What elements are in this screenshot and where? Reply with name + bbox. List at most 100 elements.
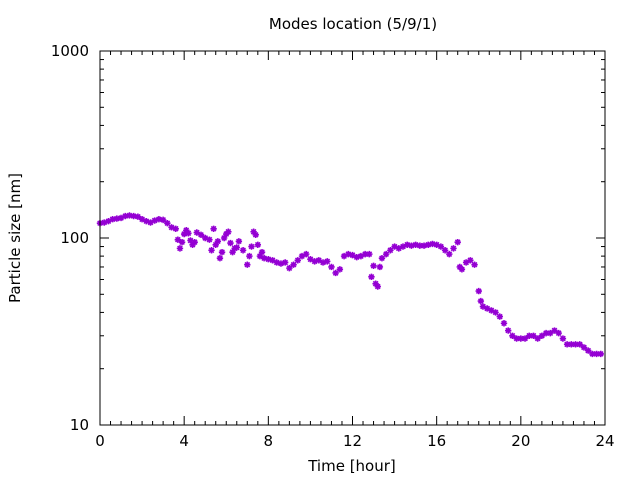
data-point <box>336 266 344 273</box>
data-point <box>218 248 226 256</box>
x-tick-label: 4 <box>179 432 189 450</box>
data-point <box>109 216 116 223</box>
data-point <box>258 248 266 256</box>
data-point <box>269 257 276 264</box>
data-point <box>547 329 554 337</box>
data-point <box>509 332 516 339</box>
data-point <box>256 252 264 260</box>
data-point <box>229 248 236 256</box>
data-point <box>563 341 571 348</box>
plot-frame <box>99 50 606 426</box>
data-point <box>187 237 194 244</box>
data-point <box>281 259 289 266</box>
data-point <box>368 273 375 281</box>
data-point <box>233 244 240 251</box>
data-point <box>113 215 121 222</box>
data-point <box>176 245 184 252</box>
data-point <box>202 234 209 242</box>
data-point <box>294 257 301 264</box>
data-point <box>450 245 457 252</box>
data-point <box>441 247 449 254</box>
data-point <box>433 241 440 248</box>
data-point <box>412 241 419 248</box>
data-point <box>303 250 310 258</box>
data-point <box>246 252 253 260</box>
data-point <box>298 252 306 260</box>
y-tick-label: 10 <box>70 416 89 434</box>
data-point <box>496 313 503 320</box>
data-point <box>357 252 365 260</box>
x-tick-label: 8 <box>264 432 274 450</box>
data-point <box>220 234 228 242</box>
data-point <box>210 225 217 232</box>
data-point <box>277 260 285 267</box>
data-point <box>425 241 432 248</box>
data-point <box>488 307 495 314</box>
data-point <box>319 259 327 266</box>
data-point <box>273 259 280 266</box>
chart-title: Modes location (5/9/1) <box>269 15 437 33</box>
data-point <box>239 247 247 254</box>
data-point <box>584 347 592 354</box>
data-point <box>155 216 163 223</box>
data-point <box>191 238 198 246</box>
data-point <box>126 212 133 219</box>
data-point <box>254 241 262 248</box>
data-point <box>429 240 436 248</box>
data-point <box>130 212 137 220</box>
y-axis-label: Particle size [nm] <box>6 173 24 303</box>
data-point <box>349 251 356 259</box>
data-point <box>197 231 205 239</box>
data-point <box>265 256 272 263</box>
data-point <box>420 242 428 249</box>
data-point <box>589 350 596 358</box>
data-point <box>225 228 232 235</box>
y-tick-label: 100 <box>60 229 89 247</box>
data-point <box>147 219 154 226</box>
data-point <box>324 258 331 265</box>
data-points <box>96 212 604 358</box>
data-point <box>328 263 335 271</box>
data-point <box>315 257 323 264</box>
data-point <box>467 257 474 264</box>
data-point <box>500 320 508 327</box>
data-point <box>189 241 196 248</box>
data-point <box>580 344 588 351</box>
data-point <box>208 247 215 254</box>
data-point <box>568 341 575 348</box>
data-point <box>374 283 381 290</box>
data-point <box>185 230 192 237</box>
data-point <box>332 269 339 277</box>
y-tick-label: 1000 <box>51 42 89 60</box>
data-point <box>250 228 257 235</box>
data-point <box>370 262 377 270</box>
data-point <box>244 261 251 268</box>
data-point <box>290 261 297 268</box>
data-point <box>479 303 487 310</box>
data-point <box>521 335 529 342</box>
data-point <box>454 238 461 246</box>
data-point <box>178 238 186 246</box>
data-point <box>361 250 369 258</box>
data-point <box>382 250 390 258</box>
x-tick-label: 16 <box>427 432 446 450</box>
data-point <box>462 259 470 266</box>
data-point <box>307 256 314 263</box>
data-point <box>530 332 537 339</box>
data-point <box>117 214 125 222</box>
data-point <box>252 231 259 239</box>
data-point <box>458 266 466 273</box>
x-tick-label: 12 <box>343 432 362 450</box>
data-point <box>593 350 600 358</box>
data-point <box>399 243 407 250</box>
data-point <box>437 243 445 250</box>
data-point <box>143 217 150 225</box>
data-point <box>526 332 533 339</box>
x-axis-label: Time [hour] <box>307 457 396 475</box>
data-point <box>214 238 222 245</box>
data-point <box>513 335 520 342</box>
data-point <box>395 245 402 252</box>
data-point <box>551 327 558 334</box>
data-point <box>475 287 482 295</box>
